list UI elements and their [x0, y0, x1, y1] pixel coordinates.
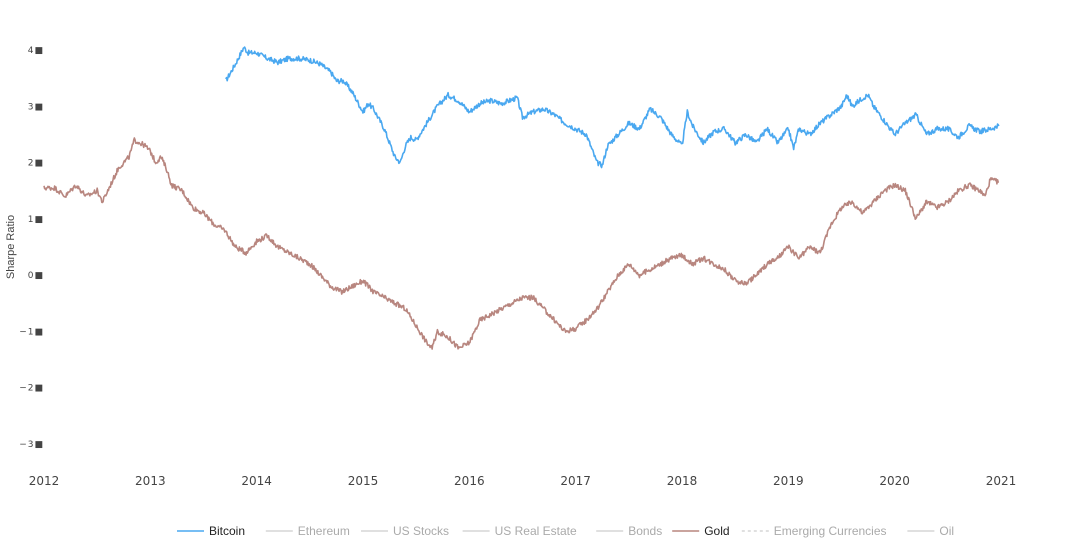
x-tick-label: 2016 — [454, 474, 485, 488]
legend-label: Emerging Currencies — [774, 524, 887, 538]
legend-label: Gold — [704, 524, 729, 538]
y-tick-label: 4■ — [28, 46, 44, 56]
legend-label: US Real Estate — [495, 524, 577, 538]
legend-item-gold[interactable]: Gold — [672, 524, 730, 538]
x-tick-label: 2012 — [29, 474, 60, 488]
y-tick-label: −3■ — [19, 440, 44, 450]
x-tick-label: 2017 — [560, 474, 591, 488]
legend-label: Ethereum — [298, 524, 350, 538]
legend-item-oil[interactable]: Oil — [907, 524, 954, 538]
legend-item-bonds[interactable]: Bonds — [596, 524, 662, 538]
y-tick-label: −2■ — [19, 384, 44, 394]
legend-item-ethereum[interactable]: Ethereum — [265, 524, 350, 538]
x-tick-label: 2019 — [773, 474, 804, 488]
y-axis-label: Sharpe Ratio — [5, 215, 17, 279]
legend-label: Oil — [939, 524, 954, 538]
legend-label: Bonds — [628, 524, 662, 538]
y-tick-label: 2■ — [28, 159, 44, 169]
x-tick-label: 2018 — [667, 474, 698, 488]
y-tick-label: 1■ — [28, 215, 44, 225]
x-tick-label: 2020 — [879, 474, 910, 488]
x-tick-label: 2013 — [135, 474, 166, 488]
y-tick-label: 0■ — [28, 271, 44, 281]
series-line-gold — [43, 137, 1000, 350]
legend: Bitcoin Ethereum US Stocks US Real Estate Bo… — [177, 524, 954, 538]
legend-item-us-real-estate[interactable]: US Real Estate — [462, 524, 577, 538]
legend-label: US Stocks — [393, 524, 449, 538]
y-axis-ticks: 4■ 3■ 2■ 1■ 0■ −1■ −2■ −3■ — [19, 46, 44, 450]
x-tick-label: 2021 — [986, 474, 1017, 488]
x-tick-label: 2015 — [348, 474, 379, 488]
legend-label: Bitcoin — [209, 524, 245, 538]
series-layer — [43, 46, 1000, 350]
x-axis-ticks: 2012 2013 2014 2015 2016 2017 2018 2019 2020 2021 — [29, 474, 1017, 488]
series-line-bitcoin — [225, 46, 1000, 169]
y-tick-label: 3■ — [28, 102, 44, 112]
x-tick-label: 2014 — [241, 474, 272, 488]
y-tick-label: −1■ — [19, 327, 44, 337]
legend-item-emerging-currencies[interactable]: Emerging Currencies — [741, 524, 887, 538]
legend-item-bitcoin[interactable]: Bitcoin — [177, 524, 245, 538]
legend-item-us-stocks[interactable]: US Stocks — [361, 524, 449, 538]
